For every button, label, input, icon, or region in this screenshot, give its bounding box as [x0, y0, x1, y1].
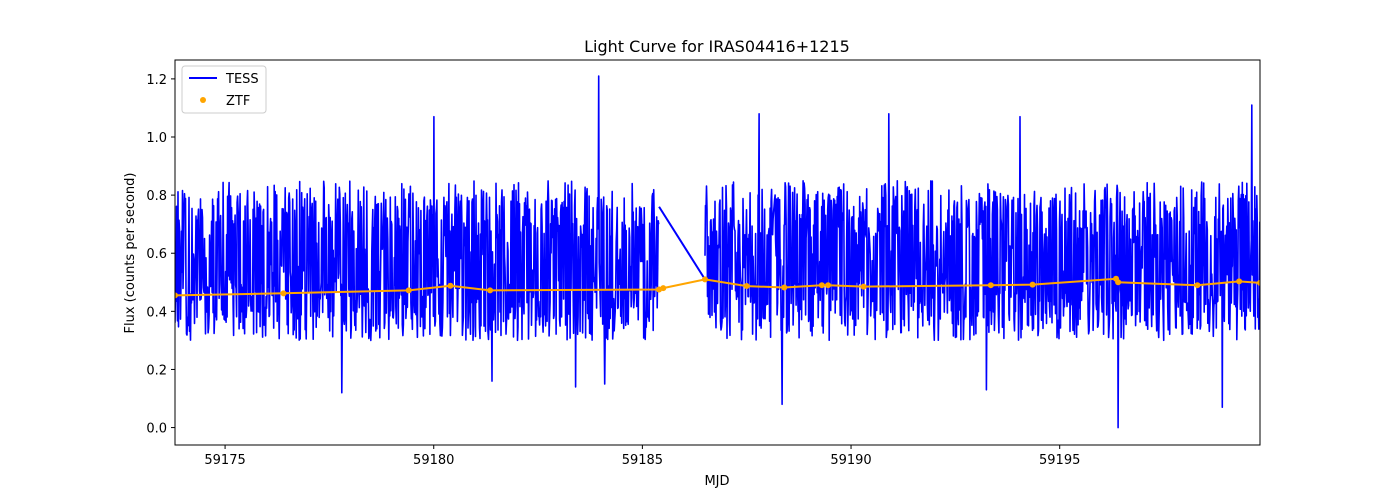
y-tick-label: 0.8: [146, 189, 167, 204]
ztf-point: [487, 287, 494, 294]
tess-series: [175, 75, 1260, 429]
ztf-point: [987, 282, 994, 289]
ztf-point: [405, 287, 412, 294]
plot-frame: [174, 59, 1261, 446]
ztf-point: [701, 276, 708, 283]
tess-gap-bridge: [658, 206, 706, 280]
ztf-point: [660, 285, 667, 292]
legend: TESS ZTF: [181, 65, 267, 114]
legend-tess-label: TESS: [225, 72, 259, 87]
chart-title: Light Curve for IRAS04416+1215: [584, 37, 850, 56]
ztf-point: [825, 282, 832, 289]
y-tick-label: 0.0: [146, 422, 167, 437]
x-tick-label: 59180: [413, 453, 454, 468]
plot-area: [175, 75, 1260, 429]
y-tick-label: 1.0: [146, 131, 167, 146]
x-tick-label: 59185: [622, 453, 663, 468]
ztf-point: [818, 282, 825, 289]
ztf-point: [1194, 282, 1201, 289]
y-tick-label: 0.2: [146, 363, 167, 378]
ztf-point: [447, 282, 454, 289]
ztf-point: [280, 290, 287, 297]
y-tick-label: 1.2: [146, 73, 167, 88]
ztf-point: [175, 292, 178, 299]
ztf-point: [781, 284, 788, 291]
y-tick-label: 0.4: [146, 305, 167, 320]
legend-ztf-label: ZTF: [226, 94, 250, 109]
ztf-point: [1257, 279, 1260, 286]
ztf-point: [1115, 279, 1122, 286]
x-tick-label: 59195: [1039, 453, 1080, 468]
x-tick-label: 59175: [204, 453, 245, 468]
ztf-point: [1029, 281, 1036, 288]
ztf-point: [860, 283, 867, 290]
y-tick-label: 0.6: [146, 247, 167, 262]
ztf-series: [175, 275, 1260, 299]
x-tick-label: 59190: [830, 453, 871, 468]
tess-line-segment: [704, 104, 1260, 429]
y-axis: 0.0 0.2 0.4 0.6 0.8 1.0 1.2: [146, 73, 175, 437]
ztf-point: [1236, 278, 1243, 285]
y-axis-label: Flux (counts per second): [123, 173, 138, 334]
ztf-point: [743, 283, 750, 290]
x-axis-label: MJD: [704, 474, 729, 489]
x-axis: 59175 59180 59185 59190 59195: [204, 445, 1080, 468]
tess-line-segment: [175, 75, 660, 394]
legend-ztf-dot-icon: [200, 97, 206, 103]
